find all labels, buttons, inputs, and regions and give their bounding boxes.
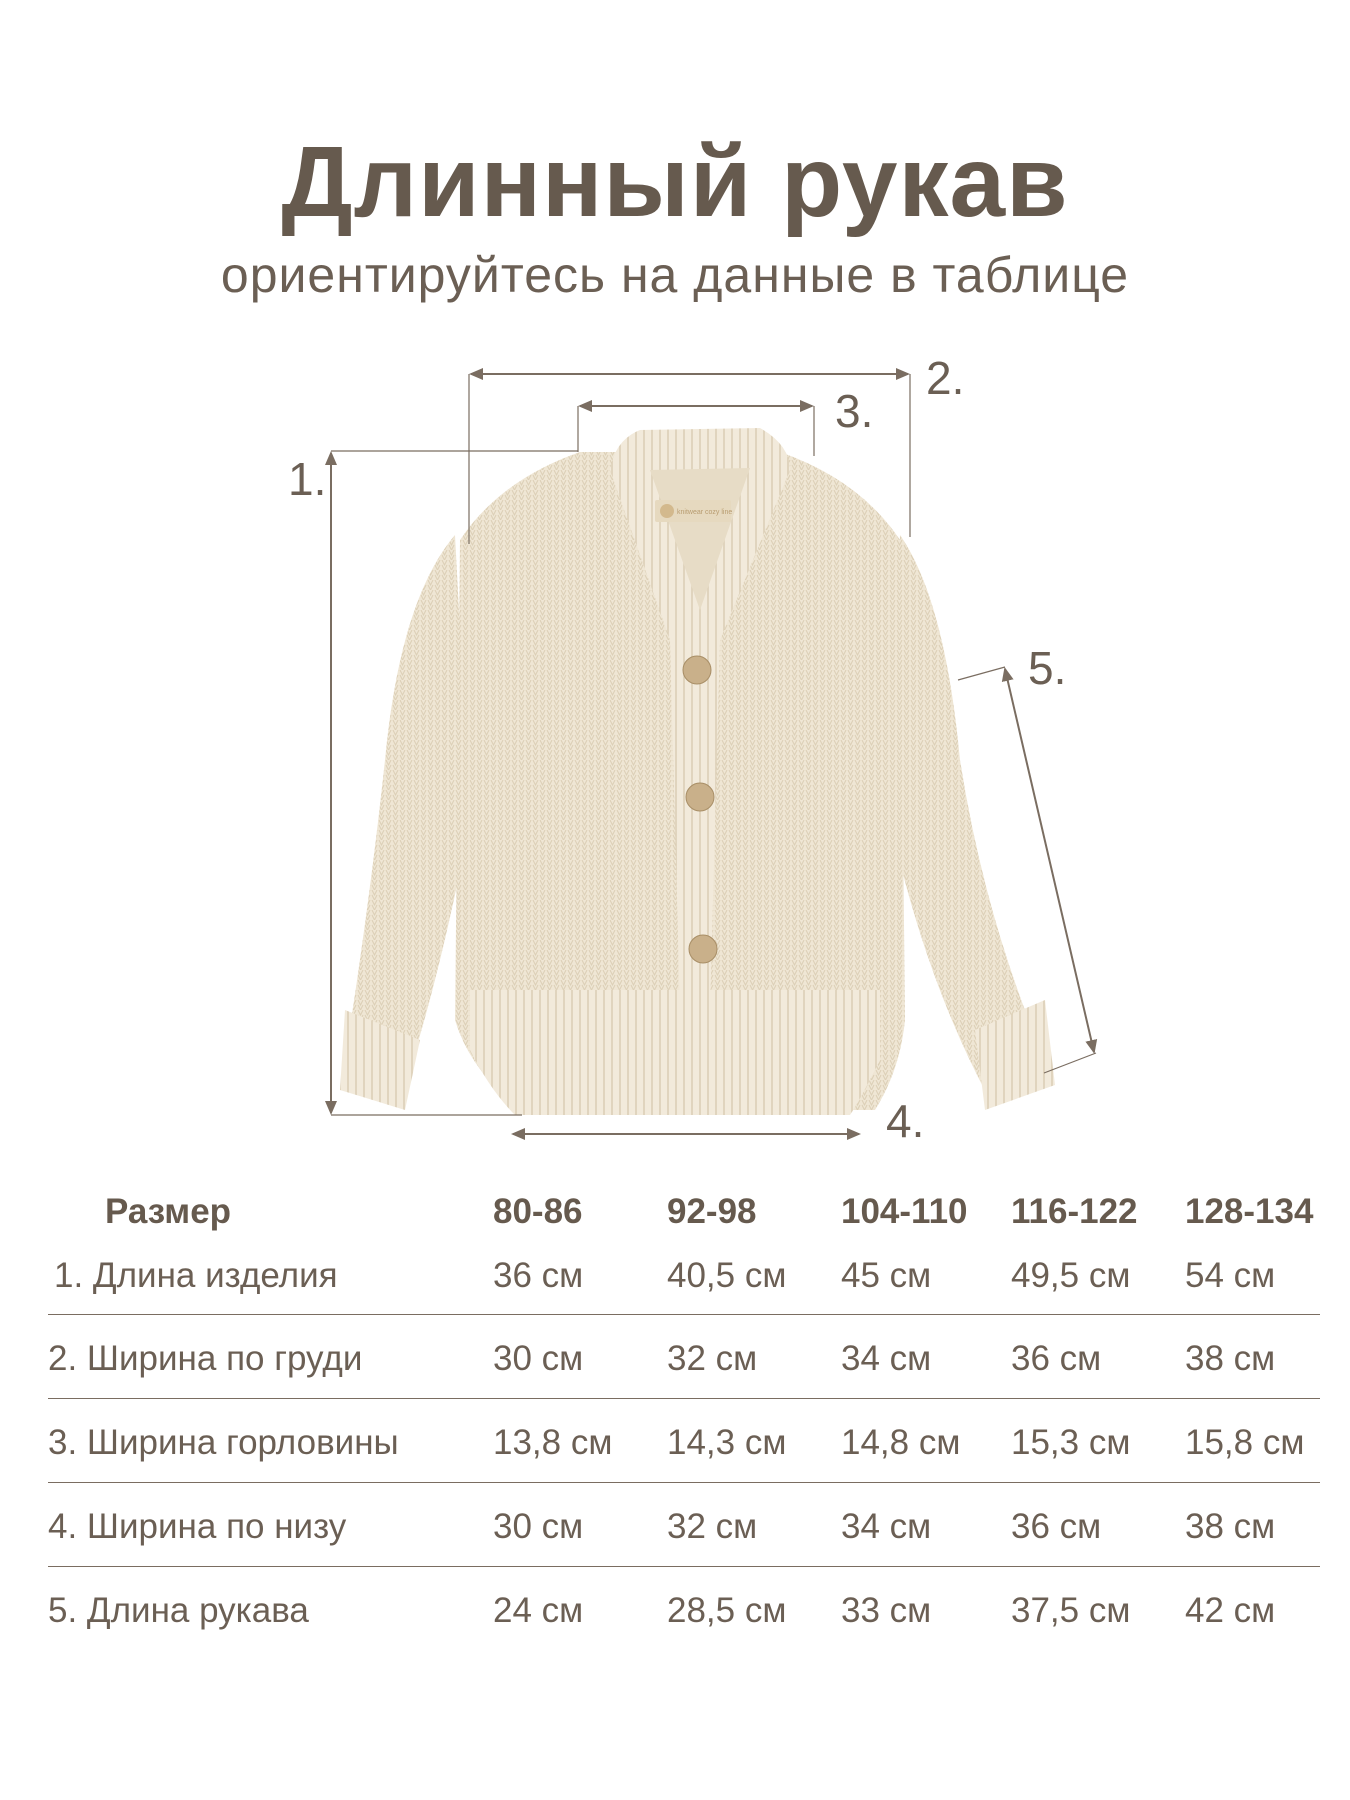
size-header: 80-86: [493, 1192, 583, 1231]
table-cell: 37,5 см: [1011, 1591, 1131, 1630]
table-cell: 32 см: [667, 1507, 758, 1546]
table-cell: 38 см: [1185, 1507, 1276, 1546]
table-cell: 30 см: [493, 1339, 584, 1378]
table-cell: 36 см: [493, 1256, 584, 1295]
table-cell: 34 см: [841, 1507, 932, 1546]
size-header: 92-98: [667, 1192, 757, 1231]
dimension-line-5: [1001, 667, 1098, 1054]
garment-diagram: knitwear cozy line: [325, 368, 1098, 1140]
cardigan-image: knitwear cozy line: [340, 428, 1055, 1115]
row-label: 1. Длина изделия: [54, 1256, 338, 1295]
garment-tag-text: knitwear cozy line: [677, 509, 732, 516]
collar: [610, 428, 790, 1010]
row-label: 4. Ширина по низу: [48, 1507, 347, 1546]
table-cell: 13,8 см: [493, 1423, 613, 1462]
dimension-label-3: 3.: [835, 385, 874, 437]
table-cell: 40,5 см: [667, 1256, 787, 1295]
table-cell: 30 см: [493, 1507, 584, 1546]
table-header-row: Размер 80-86 92-98 104-110 116-122 128-1…: [48, 1180, 1320, 1240]
table-cell: 14,3 см: [667, 1423, 787, 1462]
page-subtitle: ориентируйтесь на данные в таблице: [220, 247, 1130, 303]
dimension-guide-5-top: [957, 666, 1006, 681]
page-title: Длинный рукав: [281, 126, 1069, 238]
table-cell: 33 см: [841, 1591, 932, 1630]
button-1: [682, 655, 712, 685]
table-row: 5. Длина рукава 24 см 28,5 см 33 см 37,5…: [48, 1567, 1320, 1650]
table-cell: 15,3 см: [1011, 1423, 1131, 1462]
row-label: 2. Ширина по груди: [48, 1339, 363, 1378]
button-3: [688, 934, 718, 964]
table-cell: 36 см: [1011, 1507, 1102, 1546]
dimension-guide-5-bottom: [1043, 1052, 1097, 1074]
button-2: [685, 782, 715, 812]
table-cell: 14,8 см: [841, 1423, 961, 1462]
table-cell: 32 см: [667, 1339, 758, 1378]
table-row: 3. Ширина горловины 13,8 см 14,3 см 14,8…: [48, 1399, 1320, 1483]
size-header-label: Размер: [105, 1192, 232, 1231]
row-label: 3. Ширина горловины: [48, 1423, 399, 1462]
left-cuff: [340, 1010, 420, 1110]
cardigan-hem: [470, 990, 880, 1115]
dimension-label-4: 4.: [886, 1095, 925, 1147]
garment-tag: [655, 500, 731, 522]
garment-tag-logo: [660, 504, 674, 518]
table-cell: 49,5 см: [1011, 1256, 1131, 1295]
table-cell: 24 см: [493, 1591, 584, 1630]
table-cell: 28,5 см: [667, 1591, 787, 1630]
table-cell: 54 см: [1185, 1256, 1276, 1295]
table-row: 4. Ширина по низу 30 см 32 см 34 см 36 с…: [48, 1483, 1320, 1567]
dimension-label-5: 5.: [1028, 642, 1067, 694]
size-header: 104-110: [841, 1192, 968, 1231]
table-row: 1. Длина изделия 36 см 40,5 см 45 см 49,…: [48, 1240, 1320, 1315]
table-cell: 15,8 см: [1185, 1423, 1305, 1462]
table-cell: 38 см: [1185, 1339, 1276, 1378]
table-cell: 36 см: [1011, 1339, 1102, 1378]
left-sleeve: [345, 535, 470, 1100]
table-row: 2. Ширина по груди 30 см 32 см 34 см 36 …: [48, 1315, 1320, 1399]
dimension-label-2: 2.: [926, 352, 965, 404]
dimension-label-1: 1.: [288, 453, 327, 505]
table-cell: 45 см: [841, 1256, 932, 1295]
size-header: 128-134: [1185, 1192, 1314, 1231]
dimension-lines: [325, 368, 1098, 1140]
table-cell: 34 см: [841, 1339, 932, 1378]
row-label: 5. Длина рукава: [48, 1591, 309, 1630]
size-header: 116-122: [1011, 1192, 1138, 1231]
table-cell: 42 см: [1185, 1591, 1276, 1630]
size-table: Размер 80-86 92-98 104-110 116-122 128-1…: [48, 1180, 1320, 1650]
